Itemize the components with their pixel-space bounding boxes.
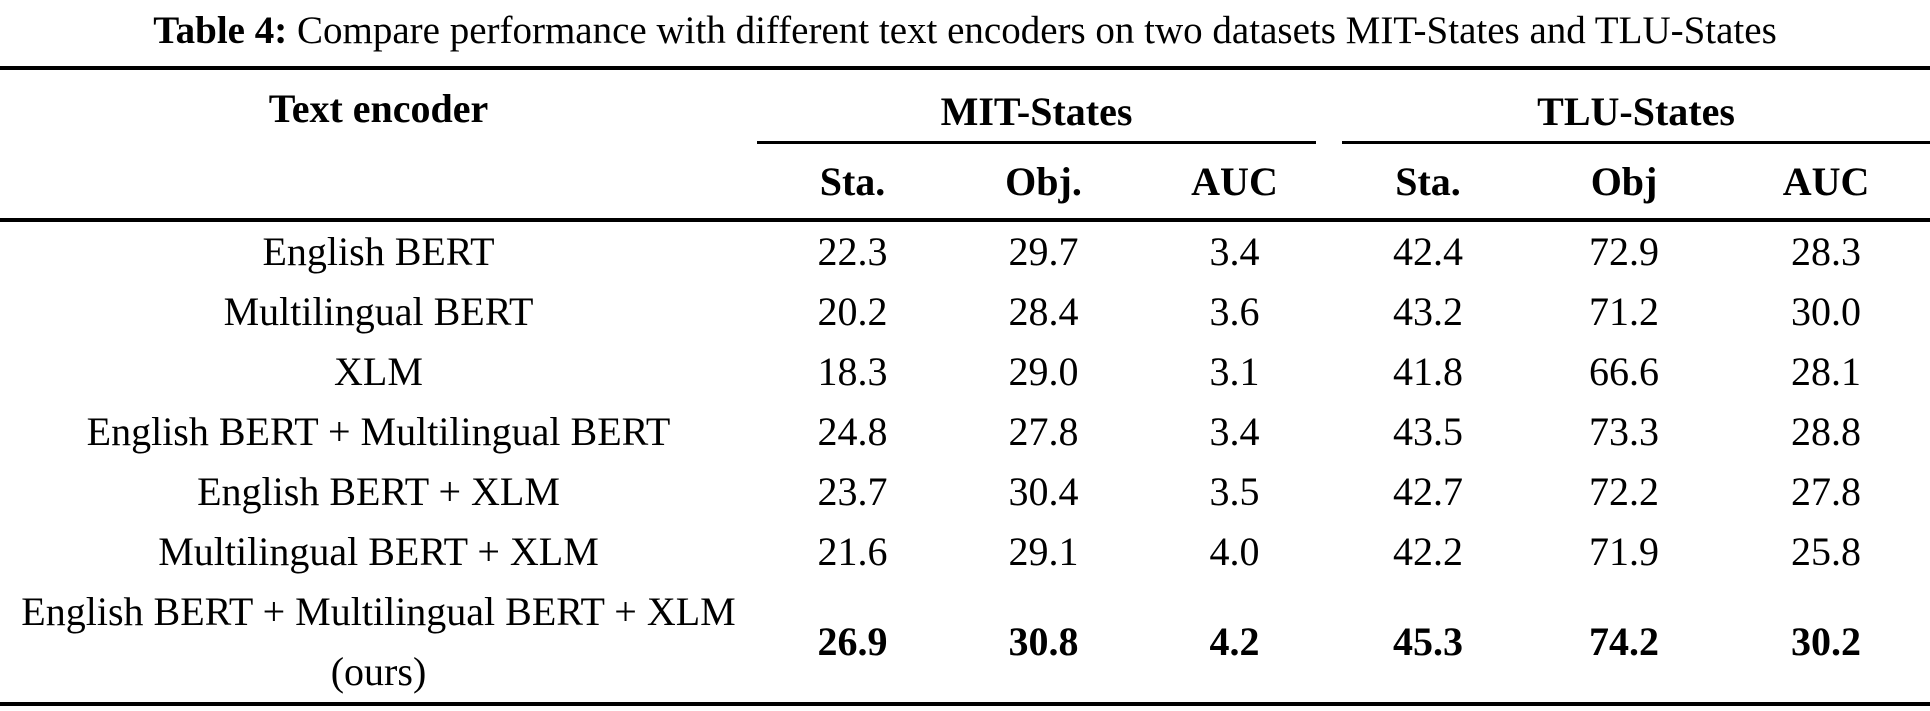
tlu-states-cmidrule: TLU-States xyxy=(1342,88,1930,144)
cell-value: 71.9 xyxy=(1589,529,1660,574)
cell-value: 26.9 xyxy=(817,619,888,664)
subheader-tlu-auc: AUC xyxy=(1722,144,1930,222)
table-row-ours: English BERT + Multilingual BERT + XLM (… xyxy=(0,582,1930,704)
table-caption: Table 4: Compare performance with differ… xyxy=(0,0,1930,66)
cell-value: 3.1 xyxy=(1209,349,1260,394)
cell-value: 42.4 xyxy=(1393,229,1464,274)
cell-value: 41.8 xyxy=(1393,349,1464,394)
subheader-mit-obj: Obj. xyxy=(948,144,1139,222)
cell-value: 25.8 xyxy=(1791,529,1862,574)
cell-value: 24.8 xyxy=(817,409,888,454)
cell-value: 27.8 xyxy=(1008,409,1079,454)
cell-value: 45.3 xyxy=(1393,619,1464,664)
cell-value: 71.2 xyxy=(1589,289,1660,334)
table-body: English BERT 22.3 29.7 3.4 42.4 72.9 28.… xyxy=(0,220,1930,704)
cell-value: 28.4 xyxy=(1008,289,1079,334)
row-label: XLM xyxy=(334,349,423,394)
row-label: Multilingual BERT xyxy=(223,289,534,334)
group-label-tlu-states: TLU-States xyxy=(1537,89,1735,134)
table-row: Multilingual BERT + XLM 21.6 29.1 4.0 42… xyxy=(0,522,1930,582)
cell-value: 30.0 xyxy=(1791,289,1862,334)
cell-value: 30.4 xyxy=(1008,469,1079,514)
subheader-tlu-obj: Obj xyxy=(1526,144,1723,222)
cell-value: 28.8 xyxy=(1791,409,1862,454)
cell-value: 3.6 xyxy=(1209,289,1260,334)
row-label: English BERT + Multilingual BERT xyxy=(86,409,671,454)
table-row: English BERT 22.3 29.7 3.4 42.4 72.9 28.… xyxy=(0,220,1930,282)
cell-value: 4.2 xyxy=(1209,619,1260,664)
cell-value: 72.9 xyxy=(1589,229,1660,274)
cell-value: 72.2 xyxy=(1589,469,1660,514)
cell-value: 73.3 xyxy=(1589,409,1660,454)
cell-value: 29.7 xyxy=(1008,229,1079,274)
table-row: English BERT + Multilingual BERT 24.8 27… xyxy=(0,402,1930,462)
cell-value: 74.2 xyxy=(1589,619,1660,664)
column-header-text-encoder: Text encoder xyxy=(268,86,489,131)
subheader-empty xyxy=(0,144,757,222)
group-label-mit-states: MIT-States xyxy=(940,89,1133,134)
mit-states-cmidrule: MIT-States xyxy=(757,88,1317,144)
group-header-row: Text encoder MIT-States TLU-States xyxy=(0,68,1930,144)
cell-value: 66.6 xyxy=(1589,349,1660,394)
row-label: English BERT xyxy=(262,229,495,274)
cell-value: 30.2 xyxy=(1791,619,1862,664)
cell-value: 4.0 xyxy=(1209,529,1260,574)
cell-value: 22.3 xyxy=(817,229,888,274)
caption-text: Compare performance with different text … xyxy=(296,9,1777,52)
cell-value: 28.3 xyxy=(1791,229,1862,274)
cell-value: 29.0 xyxy=(1008,349,1079,394)
group-header-tlu-states: TLU-States xyxy=(1330,68,1930,144)
cell-value: 30.8 xyxy=(1008,619,1079,664)
subheader-mit-auc: AUC xyxy=(1139,144,1331,222)
results-table: Text encoder MIT-States TLU-States Sta. … xyxy=(0,66,1930,706)
row-label: Multilingual BERT + XLM xyxy=(158,529,599,574)
cell-value: 28.1 xyxy=(1791,349,1862,394)
table-row: Multilingual BERT 20.2 28.4 3.6 43.2 71.… xyxy=(0,282,1930,342)
cell-value: 18.3 xyxy=(817,349,888,394)
table-row: English BERT + XLM 23.7 30.4 3.5 42.7 72… xyxy=(0,462,1930,522)
table-row: XLM 18.3 29.0 3.1 41.8 66.6 28.1 xyxy=(0,342,1930,402)
cell-value: 42.7 xyxy=(1393,469,1464,514)
subheader-row: Sta. Obj. AUC Sta. Obj AUC xyxy=(0,144,1930,222)
row-label: English BERT + Multilingual BERT + XLM (… xyxy=(21,589,736,694)
cell-value: 42.2 xyxy=(1393,529,1464,574)
cell-value: 43.5 xyxy=(1393,409,1464,454)
cell-value: 27.8 xyxy=(1791,469,1862,514)
cell-value: 23.7 xyxy=(817,469,888,514)
group-header-mit-states: MIT-States xyxy=(757,68,1330,144)
cell-value: 3.4 xyxy=(1209,409,1260,454)
cell-value: 43.2 xyxy=(1393,289,1464,334)
cell-value: 21.6 xyxy=(817,529,888,574)
subheader-tlu-sta: Sta. xyxy=(1330,144,1527,222)
cell-value: 3.5 xyxy=(1209,469,1260,514)
cell-value: 20.2 xyxy=(817,289,888,334)
caption-label: Table 4: xyxy=(153,9,288,52)
cell-value: 3.4 xyxy=(1209,229,1260,274)
subheader-mit-sta: Sta. xyxy=(757,144,948,222)
cell-value: 29.1 xyxy=(1008,529,1079,574)
table-head: Text encoder MIT-States TLU-States Sta. … xyxy=(0,68,1930,222)
row-label: English BERT + XLM xyxy=(197,469,560,514)
